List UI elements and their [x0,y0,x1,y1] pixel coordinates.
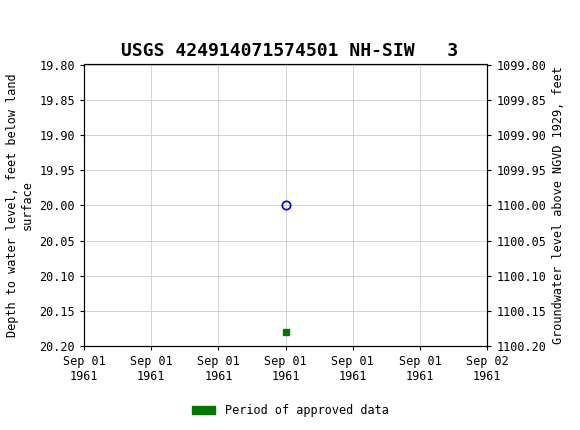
Y-axis label: Depth to water level, feet below land
surface: Depth to water level, feet below land su… [6,74,34,337]
Bar [3,3,52,35]
Text: ▒USGS: ▒USGS [5,9,55,29]
Legend: Period of approved data: Period of approved data [187,399,393,422]
Y-axis label: Groundwater level above NGVD 1929, feet: Groundwater level above NGVD 1929, feet [552,66,565,344]
Text: USGS 424914071574501 NH-SIW   3: USGS 424914071574501 NH-SIW 3 [121,42,459,60]
